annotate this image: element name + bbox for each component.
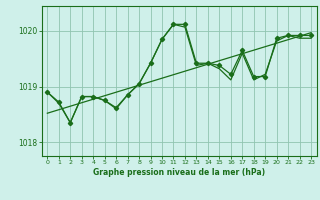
X-axis label: Graphe pression niveau de la mer (hPa): Graphe pression niveau de la mer (hPa) [93, 168, 265, 177]
